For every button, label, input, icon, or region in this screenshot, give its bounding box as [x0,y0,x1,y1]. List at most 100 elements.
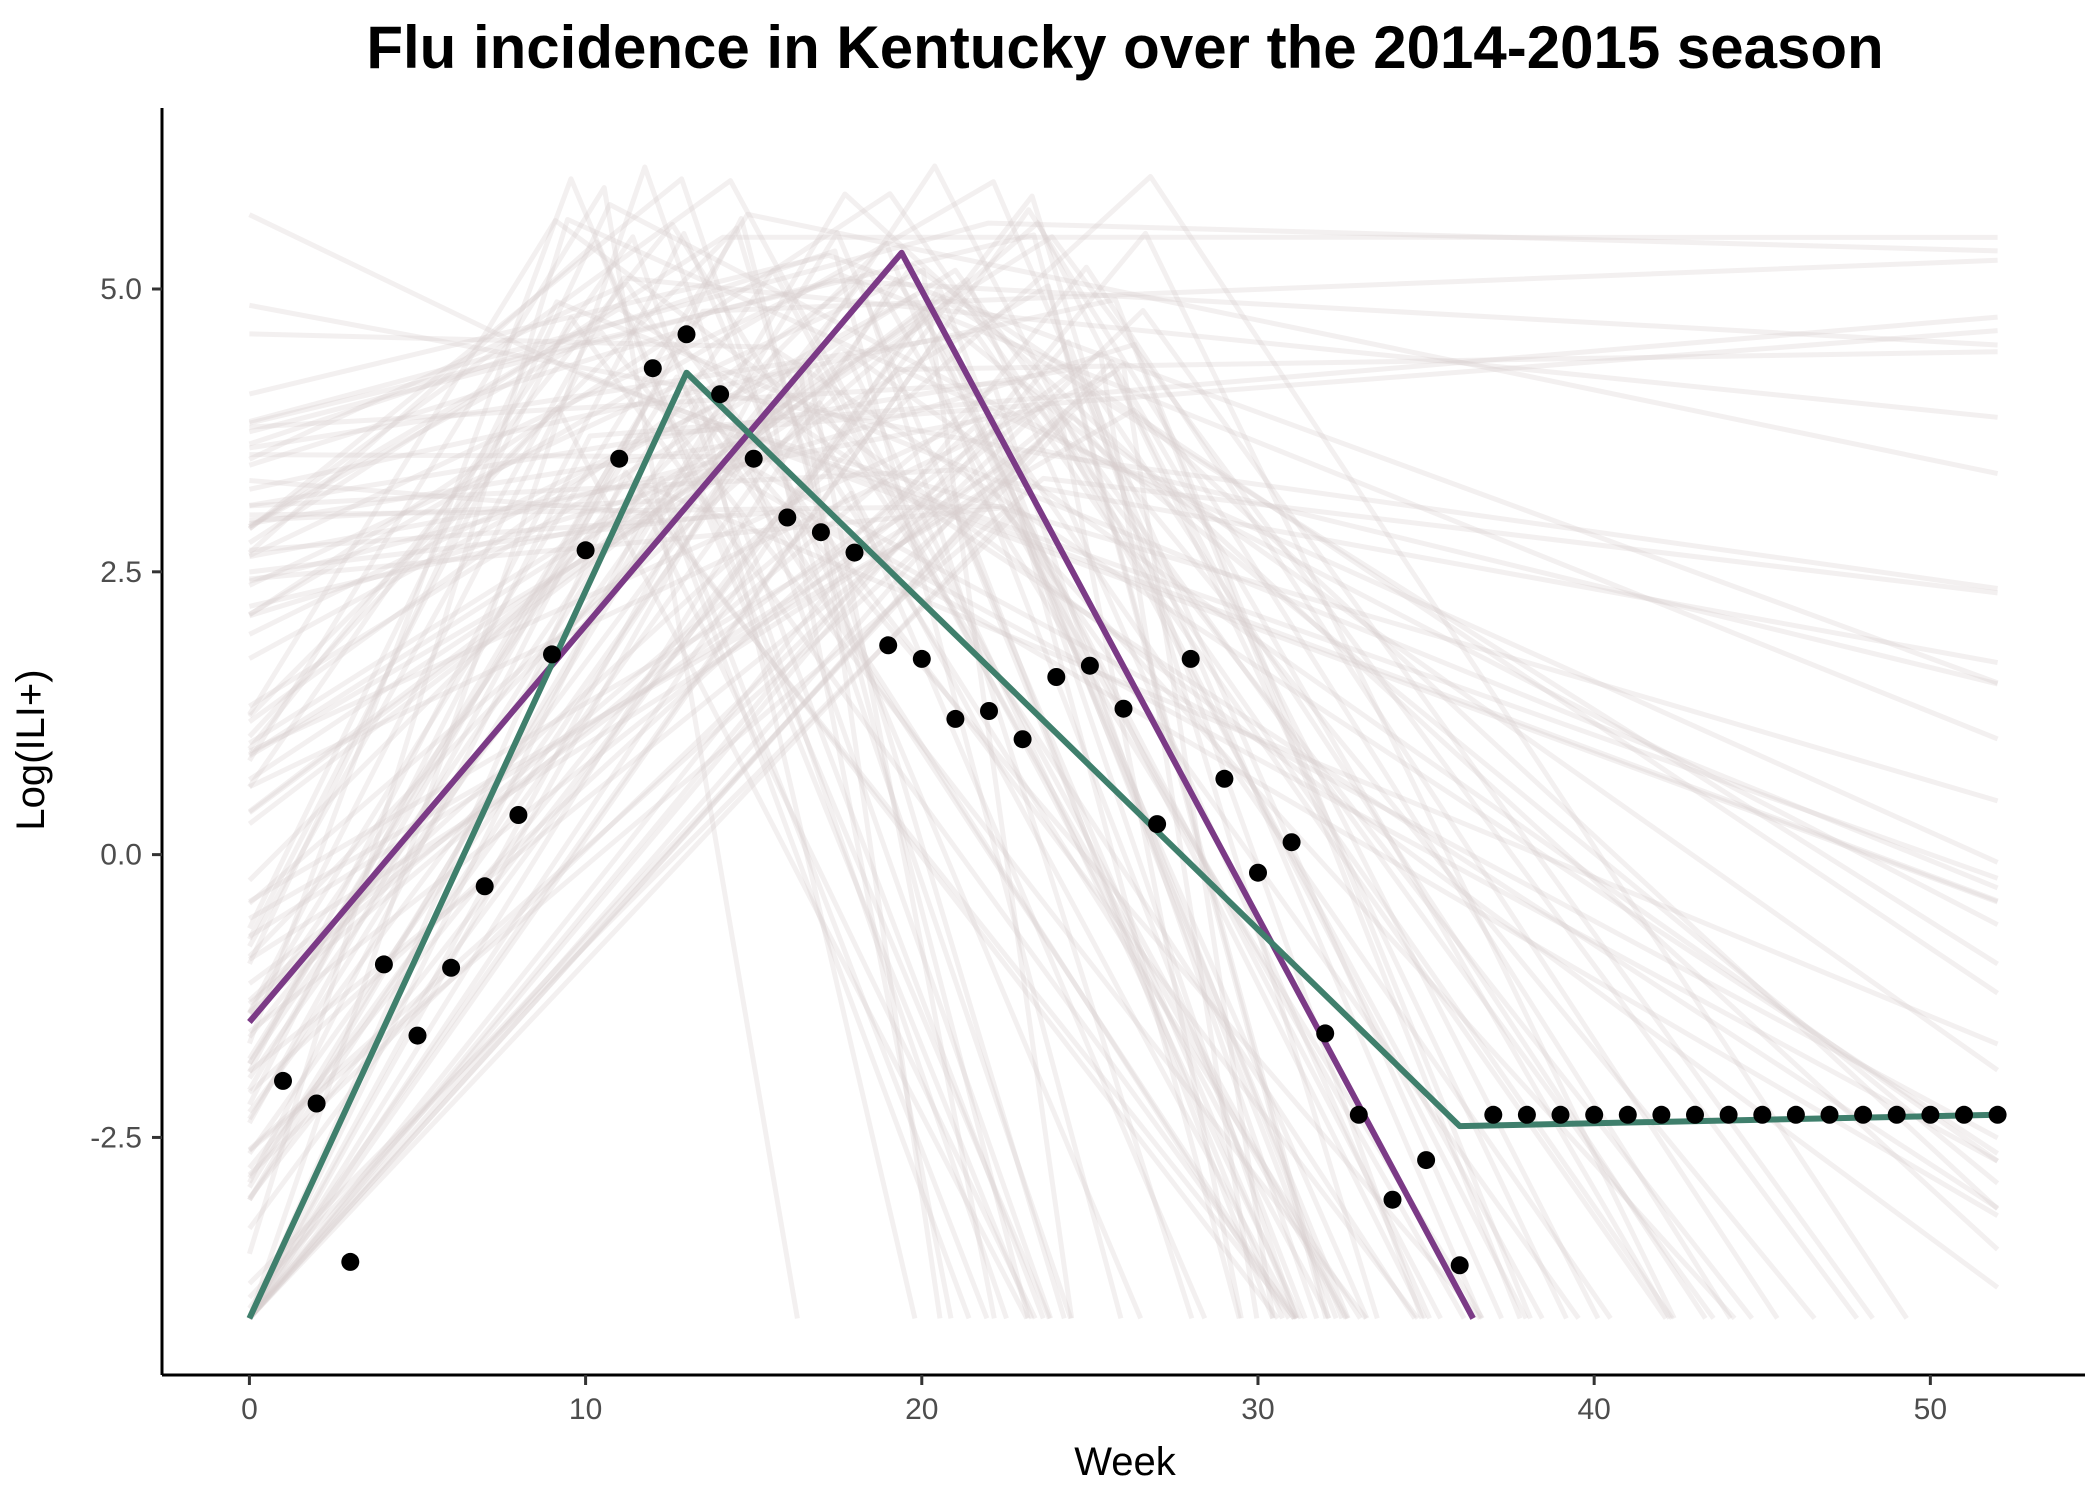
background-curve [247,211,1999,1016]
data-point [1517,1105,1536,1124]
background-curve [247,221,1363,1320]
background-curve [247,361,1276,1319]
background-curve [248,281,1292,1320]
background-curve [248,234,1860,1320]
background-curve [248,329,1368,1320]
data-point [1249,863,1267,882]
data-point [1988,1105,2007,1124]
background-curve [249,331,1668,1320]
data-point [643,359,662,378]
x-tick-label: 30 [1241,1393,1274,1426]
x-tick-label: 0 [241,1393,258,1426]
background-curve [248,191,1675,1320]
data-point [711,385,730,404]
background-curve [247,164,1053,1320]
data-point [1652,1105,1671,1124]
background-curve [248,234,1998,546]
background-simulation-curves [247,163,2000,1321]
background-curve [247,176,1074,1320]
background-curve [248,459,1999,1218]
data-point [1215,769,1234,788]
background-curve [247,218,2000,1290]
data-point [576,541,595,560]
background-curve [247,191,2000,1252]
background-curve [248,404,1545,1320]
observed-points [274,325,2007,1275]
background-curve [247,348,1298,1320]
data-point [1854,1105,1873,1124]
data-point [1753,1105,1772,1124]
data-point [1047,668,1066,686]
background-curve [247,394,954,1320]
data-point [946,709,965,728]
background-curve [248,267,1075,1319]
background-curve [248,330,1420,1320]
data-point [341,1252,360,1271]
background-curve [247,230,1300,1320]
background-curve [248,445,1999,939]
background-curve [247,276,1613,1320]
background-curve [248,272,1999,742]
data-point [1417,1151,1436,1170]
data-point [1686,1105,1704,1124]
background-curve [247,269,1467,1320]
background-curve [249,478,1038,1320]
background-curve [247,413,1817,1320]
background-curve [249,505,1737,1321]
data-point [1921,1105,1940,1124]
background-curve [248,342,1533,1320]
background-curve [247,475,990,1320]
background-curve [247,360,1349,1320]
background-curve [247,294,1999,967]
background-curve [249,379,2000,1073]
data-point [1450,1256,1469,1275]
background-curve [248,293,1428,1320]
data-point [1551,1105,1570,1124]
background-curve [248,361,943,1319]
background-curve [249,508,1999,1164]
background-curve [248,510,1297,1320]
data-point [475,877,494,896]
background-curve [248,267,1716,1320]
data-point [744,449,763,468]
background-curve [247,285,1345,1320]
data-point [1484,1105,1503,1124]
y-axis-ticks: -2.5 0.0 2.5 5.0 [90,273,162,1154]
data-point [980,702,998,720]
background-curve [247,315,1299,1320]
background-curve [247,163,1529,1320]
background-curve [247,299,1999,930]
data-point [1080,656,1099,675]
data-point [1013,730,1032,749]
background-curve [247,277,1432,1320]
x-axis-label: Week [1074,1440,1177,1484]
background-curve [247,185,800,1319]
background-curve [248,220,1998,425]
background-curve [248,436,1999,804]
background-curve [247,349,1260,1319]
data-point [677,325,696,344]
background-curve [248,407,2000,1211]
background-curve [248,400,1417,1320]
data-point [543,645,561,664]
background-curve [247,174,1909,1320]
background-curve [247,374,1297,1320]
y-tick-label: -2.5 [90,1121,142,1154]
background-curve [248,297,1523,1320]
background-curve [247,267,1332,1320]
background-curve [247,506,1339,1320]
background-curve [249,331,1999,1156]
background-curve [247,371,1999,1015]
background-curve [248,212,1999,904]
y-tick-label: 0.0 [100,839,142,872]
series-line-purple [247,249,1476,1320]
data-point [1349,1105,1368,1124]
background-curve [247,416,1244,1321]
y-tick-label: 5.0 [100,273,142,306]
data-point [845,543,864,562]
background-curve [247,502,1242,1321]
background-curve [248,306,1999,1211]
background-curve [247,202,1999,965]
